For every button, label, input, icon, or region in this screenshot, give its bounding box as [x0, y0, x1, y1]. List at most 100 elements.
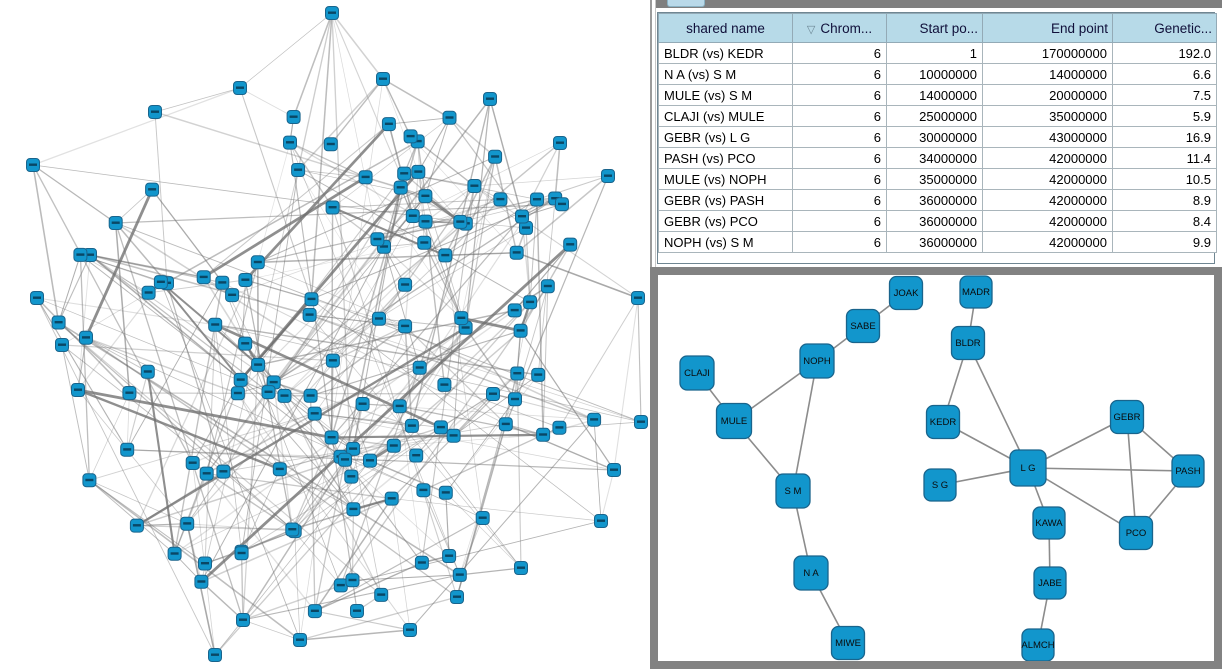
- network-node[interactable]: [552, 420, 567, 435]
- network-node[interactable]: [594, 514, 608, 528]
- network-node[interactable]: [507, 303, 522, 318]
- network-node[interactable]: [513, 323, 528, 338]
- table-cell[interactable]: 42000000: [982, 189, 1113, 211]
- network-node[interactable]: [261, 385, 276, 400]
- network-node[interactable]: [333, 578, 348, 593]
- network-node[interactable]: [285, 522, 300, 537]
- network-node-MULE[interactable]: MULE: [715, 402, 753, 440]
- network-node[interactable]: [185, 456, 200, 470]
- table-cell[interactable]: 36000000: [886, 210, 983, 232]
- table-cell[interactable]: 34000000: [886, 147, 983, 169]
- table-cell[interactable]: 6: [792, 42, 887, 64]
- network-node[interactable]: [307, 406, 322, 421]
- network-node[interactable]: [82, 473, 97, 488]
- network-node[interactable]: [26, 158, 40, 172]
- network-edge-NOPH-S M[interactable]: [792, 360, 818, 492]
- network-node[interactable]: [233, 372, 248, 387]
- network-node-S G[interactable]: S G: [923, 468, 957, 502]
- network-node[interactable]: [236, 613, 250, 627]
- table-cell[interactable]: 6.6: [1112, 63, 1217, 85]
- network-node[interactable]: [381, 117, 396, 132]
- network-node[interactable]: [433, 420, 448, 435]
- network-node[interactable]: [631, 291, 645, 305]
- network-node[interactable]: [634, 415, 648, 429]
- table-cell[interactable]: 6: [792, 63, 887, 85]
- table-cell[interactable]: 8.9: [1112, 189, 1217, 211]
- table-cell[interactable]: 43000000: [982, 126, 1113, 148]
- network-node[interactable]: [198, 556, 212, 571]
- table-row[interactable]: CLAJI (vs) MULE 6 25000000 35000000 5.9: [658, 105, 1217, 127]
- column-header-4[interactable]: Genetic...: [1112, 13, 1217, 43]
- network-node[interactable]: [141, 285, 156, 300]
- network-node-BLDR[interactable]: BLDR: [950, 325, 986, 361]
- network-node-PCO[interactable]: PCO: [1118, 515, 1154, 551]
- table-cell[interactable]: 35000000: [886, 168, 983, 190]
- network-node[interactable]: [293, 633, 307, 647]
- network-node[interactable]: [397, 166, 412, 181]
- network-node[interactable]: [412, 360, 427, 375]
- table-cell[interactable]: 6: [792, 189, 887, 211]
- network-node[interactable]: [140, 364, 155, 379]
- network-node[interactable]: [442, 549, 457, 563]
- network-node[interactable]: [215, 275, 230, 290]
- network-node[interactable]: [303, 388, 318, 403]
- network-node[interactable]: [587, 412, 602, 427]
- network-node[interactable]: [509, 245, 524, 260]
- network-node[interactable]: [510, 366, 525, 381]
- network-node[interactable]: [601, 169, 615, 183]
- main-network-canvas[interactable]: [0, 0, 650, 669]
- network-edge-L G-PASH[interactable]: [1027, 467, 1189, 472]
- network-node[interactable]: [234, 546, 249, 561]
- network-node[interactable]: [418, 214, 433, 229]
- network-node[interactable]: [208, 317, 223, 332]
- network-node[interactable]: [194, 574, 209, 589]
- table-cell[interactable]: GEBR (vs) PASH: [658, 189, 793, 211]
- network-node[interactable]: [467, 179, 482, 193]
- table-cell[interactable]: 42000000: [982, 168, 1113, 190]
- table-row[interactable]: MULE (vs) NOPH 6 35000000 42000000 10.5: [658, 168, 1217, 190]
- network-node[interactable]: [398, 319, 413, 334]
- network-node-GEBR[interactable]: GEBR: [1109, 399, 1145, 435]
- network-node[interactable]: [325, 353, 340, 368]
- network-node[interactable]: [272, 462, 287, 477]
- table-cell[interactable]: 20000000: [982, 84, 1113, 106]
- network-node[interactable]: [238, 273, 253, 287]
- network-node[interactable]: [563, 237, 578, 252]
- network-node[interactable]: [238, 336, 253, 351]
- table-row[interactable]: GEBR (vs) L G 6 30000000 43000000 16.9: [658, 126, 1217, 148]
- network-node[interactable]: [120, 442, 135, 457]
- network-node-SABE[interactable]: SABE: [845, 308, 881, 344]
- network-node[interactable]: [148, 105, 162, 119]
- network-node-MADR[interactable]: MADR: [959, 275, 993, 309]
- network-edge-BLDR-L G[interactable]: [967, 342, 1029, 469]
- column-header-0[interactable]: shared name: [658, 13, 793, 43]
- network-node[interactable]: [403, 623, 417, 637]
- network-node[interactable]: [450, 590, 464, 604]
- network-node[interactable]: [304, 292, 319, 307]
- table-row[interactable]: N A (vs) S M 6 10000000 14000000 6.6: [658, 63, 1217, 85]
- network-node[interactable]: [555, 197, 569, 212]
- network-node[interactable]: [515, 209, 529, 224]
- table-cell[interactable]: 10000000: [886, 63, 983, 85]
- network-node[interactable]: [283, 135, 297, 150]
- table-cell[interactable]: 192.0: [1112, 42, 1217, 64]
- network-node-S M[interactable]: S M: [775, 473, 811, 509]
- network-node[interactable]: [393, 180, 408, 195]
- table-cell[interactable]: MULE (vs) NOPH: [658, 168, 793, 190]
- network-node[interactable]: [452, 567, 467, 582]
- network-node[interactable]: [498, 417, 513, 432]
- network-node-N A[interactable]: N A: [793, 555, 829, 591]
- network-node[interactable]: [153, 275, 168, 290]
- network-node[interactable]: [79, 330, 93, 345]
- network-node[interactable]: [536, 427, 551, 442]
- network-node[interactable]: [216, 464, 231, 479]
- network-node[interactable]: [446, 428, 461, 443]
- table-row[interactable]: BLDR (vs) KEDR 6 1 170000000 192.0: [658, 42, 1217, 64]
- network-node[interactable]: [55, 338, 69, 352]
- network-node[interactable]: [358, 170, 373, 185]
- network-node[interactable]: [438, 248, 453, 263]
- network-node[interactable]: [251, 357, 266, 372]
- network-node[interactable]: [230, 386, 245, 401]
- network-node[interactable]: [409, 448, 424, 463]
